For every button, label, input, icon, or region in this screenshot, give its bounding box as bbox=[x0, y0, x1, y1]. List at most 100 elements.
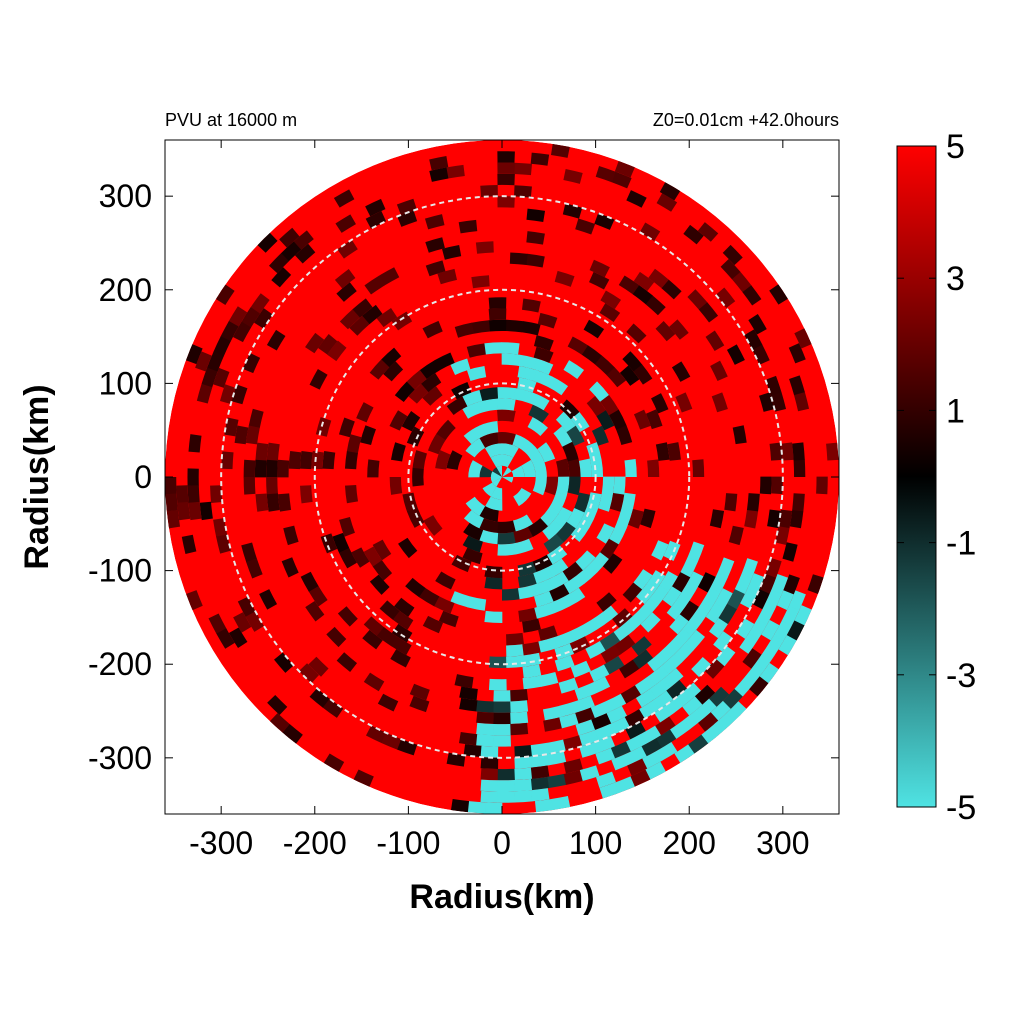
field-cell bbox=[446, 164, 465, 179]
field-cell bbox=[479, 421, 499, 436]
field-cell bbox=[807, 574, 824, 595]
field-cell bbox=[747, 573, 765, 594]
x-tick-label: -200 bbox=[283, 825, 347, 861]
field-cell bbox=[554, 270, 575, 287]
field-cell bbox=[517, 561, 537, 577]
field-cell bbox=[682, 615, 703, 636]
field-cell bbox=[740, 588, 758, 609]
field-cell bbox=[651, 540, 669, 561]
field-cell bbox=[756, 604, 775, 625]
field-cell bbox=[412, 467, 424, 487]
field-cell bbox=[530, 754, 550, 768]
field-cell bbox=[497, 531, 517, 545]
field-cell bbox=[596, 409, 615, 431]
field-cell bbox=[530, 152, 550, 166]
field-cell bbox=[517, 584, 538, 600]
field-cell bbox=[720, 258, 741, 280]
field-cell bbox=[233, 612, 252, 633]
field-cell bbox=[408, 383, 429, 404]
field-cell bbox=[245, 611, 264, 632]
field-cell bbox=[728, 525, 744, 546]
field-cell bbox=[562, 441, 579, 462]
field-cell bbox=[585, 640, 606, 659]
field-cell bbox=[546, 545, 568, 565]
field-cell bbox=[648, 665, 670, 686]
y-tick-label: 100 bbox=[99, 365, 152, 401]
field-cell bbox=[575, 218, 596, 235]
field-cell bbox=[769, 284, 788, 305]
field-cell bbox=[590, 701, 612, 719]
field-cell bbox=[562, 561, 584, 581]
field-cell bbox=[166, 509, 181, 529]
field-cell bbox=[497, 151, 515, 163]
field-cell bbox=[595, 166, 616, 183]
field-cell bbox=[661, 654, 682, 675]
field-cell bbox=[241, 307, 261, 328]
field-cell bbox=[626, 733, 647, 752]
field-cell bbox=[595, 747, 616, 765]
field-cell bbox=[391, 311, 413, 331]
field-cell bbox=[659, 571, 679, 592]
field-cell bbox=[618, 275, 640, 295]
field-cell bbox=[521, 459, 536, 477]
field-cell bbox=[574, 683, 595, 701]
field-cell bbox=[365, 725, 387, 744]
field-cell bbox=[586, 395, 606, 417]
field-cell bbox=[579, 730, 599, 747]
field-cell bbox=[241, 542, 257, 563]
field-cell bbox=[165, 493, 178, 512]
field-cell bbox=[480, 779, 499, 792]
field-cell bbox=[709, 686, 730, 707]
field-cell bbox=[356, 402, 374, 423]
field-cell bbox=[188, 501, 202, 521]
field-cell bbox=[465, 438, 486, 458]
field-cell bbox=[788, 343, 806, 364]
field-cell bbox=[726, 344, 745, 365]
field-cell bbox=[441, 245, 462, 260]
field-cell bbox=[579, 765, 600, 782]
field-cell bbox=[339, 548, 357, 569]
field-cell bbox=[632, 284, 653, 305]
field-cell bbox=[620, 685, 642, 704]
field-cell bbox=[480, 184, 498, 197]
field-cell bbox=[687, 289, 708, 310]
field-cell bbox=[682, 696, 703, 716]
field-cell bbox=[488, 656, 507, 668]
field-cell bbox=[687, 541, 705, 562]
field-cell bbox=[656, 193, 678, 212]
field-cell bbox=[352, 298, 373, 318]
field-cell bbox=[553, 426, 573, 447]
field-cell bbox=[484, 610, 503, 624]
field-cell bbox=[549, 583, 570, 602]
field-cell bbox=[655, 442, 670, 461]
field-cell bbox=[406, 426, 425, 447]
field-cell bbox=[793, 391, 810, 412]
field-cell bbox=[369, 359, 390, 380]
field-cell bbox=[599, 631, 621, 651]
field-cell bbox=[269, 713, 291, 733]
field-cell bbox=[533, 579, 554, 596]
field-cell bbox=[392, 610, 414, 630]
field-cell bbox=[596, 592, 617, 612]
field-cell bbox=[594, 355, 615, 376]
field-cell bbox=[710, 572, 728, 594]
field-cell bbox=[514, 778, 533, 792]
field-cell bbox=[406, 370, 427, 390]
field-cell bbox=[438, 610, 459, 628]
field-cell bbox=[583, 319, 605, 339]
field-cell bbox=[792, 442, 805, 461]
field-cell bbox=[425, 260, 446, 277]
field-cell bbox=[633, 364, 653, 385]
field-cell bbox=[632, 649, 654, 669]
field-cell bbox=[532, 370, 553, 387]
field-cell bbox=[589, 664, 610, 683]
field-cell bbox=[744, 509, 759, 529]
field-cell bbox=[672, 571, 691, 593]
chart-title-left: PVU at 16000 m bbox=[165, 110, 297, 130]
field-cell bbox=[277, 459, 290, 478]
field-cell bbox=[533, 346, 554, 363]
field-cell bbox=[631, 636, 652, 656]
field-cell bbox=[556, 458, 570, 477]
chart-title-right: Z0=0.01cm +42.0hours bbox=[653, 110, 839, 130]
field-cell bbox=[454, 674, 474, 689]
